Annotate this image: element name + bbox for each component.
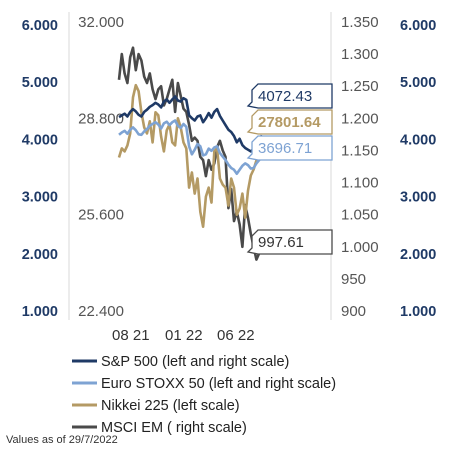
- outer-left-tick-label: 5.000: [22, 75, 58, 91]
- axes-layer: 6.000 5.000 4.000 3.000 2.000 1.000 32.000 28.8…: [22, 12, 436, 344]
- outer-left-tick-label: 4.000: [22, 132, 58, 148]
- outer-left-tick-label: 2.000: [22, 247, 58, 263]
- value-callout-box: [246, 135, 333, 161]
- inner-right-tick-label: 1.300: [341, 46, 379, 63]
- value-callout-box: [246, 109, 333, 135]
- series-line-1: [118, 119, 263, 175]
- inner-right-tick-label: 1.100: [341, 175, 379, 192]
- legend-label: Nikkei 225 (left scale): [101, 398, 240, 414]
- legend: S&P 500 (left and right scale) Euro STOXX…: [72, 354, 336, 436]
- series-line-2: [117, 83, 264, 228]
- outer-left-tick-label: 3.000: [22, 190, 58, 206]
- inner-left-tick-label: 22.400: [78, 303, 124, 320]
- legend-label: S&P 500 (left and right scale): [101, 354, 289, 370]
- inner-right-tick-label: 1.050: [341, 207, 379, 224]
- inner-right-tick-label: 1.000: [341, 239, 379, 256]
- inner-left-tick-label: 28.800: [78, 110, 124, 127]
- value-label: 27801.64: [258, 114, 321, 131]
- outer-right-tick-label: 4.000: [400, 132, 436, 148]
- outer-left-tick-label: 1.000: [22, 304, 58, 320]
- values-as-of-note: Values as of 29/7/2022: [6, 434, 118, 446]
- inner-right-tick-label: 1.350: [341, 14, 379, 31]
- legend-label: Euro STOXX 50 (left and right scale): [101, 376, 336, 392]
- x-tick-label: 06 22: [217, 327, 255, 344]
- value-label: 4072.43: [258, 88, 312, 105]
- value-callout-box: [246, 229, 333, 255]
- inner-left-tick-label: 32.000: [78, 14, 124, 31]
- outer-right-tick-label: 1.000: [400, 304, 436, 320]
- legend-label: MSCI EM ( right scale): [101, 420, 247, 436]
- outer-right-tick-label: 5.000: [400, 75, 436, 91]
- series-line-0: [118, 95, 264, 153]
- x-tick-label: 01 22: [165, 327, 203, 344]
- inner-right-tick-label: 1.250: [341, 78, 379, 95]
- inner-right-tick-label: 950: [341, 271, 366, 288]
- outer-right-tick-label: 3.000: [400, 190, 436, 206]
- value-labels-layer: 4072.43 27801.64 3696.71 997.61: [246, 83, 333, 255]
- inner-right-tick-label: 1.150: [341, 142, 379, 159]
- outer-right-tick-label: 2.000: [400, 247, 436, 263]
- series-line-3: [117, 46, 264, 261]
- inner-right-tick-label: 1.200: [341, 110, 379, 127]
- x-tick-label: 08 21: [112, 327, 150, 344]
- value-callout-box: [246, 83, 333, 109]
- inner-left-tick-label: 25.600: [78, 207, 124, 224]
- value-label: 3696.71: [258, 140, 312, 157]
- outer-right-tick-label: 6.000: [400, 18, 436, 34]
- outer-left-tick-label: 6.000: [22, 18, 58, 34]
- value-label: 997.61: [258, 234, 304, 251]
- inner-right-tick-label: 900: [341, 303, 366, 320]
- series-layer: [117, 46, 264, 261]
